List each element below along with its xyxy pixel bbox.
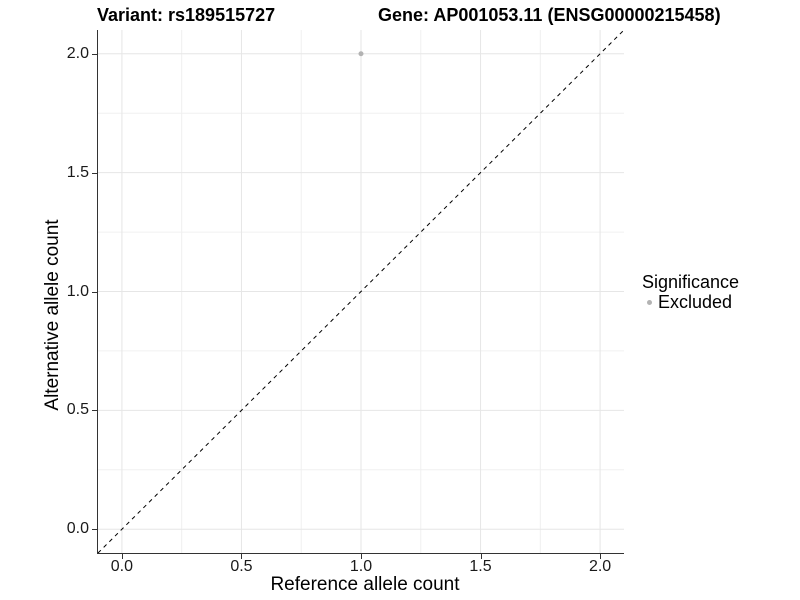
plot-panel bbox=[97, 30, 624, 554]
y-tick-mark bbox=[92, 53, 97, 55]
x-tick-label: 1.5 bbox=[469, 558, 492, 575]
y-tick-label: 2.0 bbox=[66, 44, 89, 62]
legend-entries: Excluded bbox=[642, 292, 797, 312]
y-tick-mark bbox=[92, 529, 97, 531]
x-tick-label: 0.0 bbox=[110, 558, 134, 575]
plot-canvas bbox=[98, 30, 624, 553]
x-tick-label: 0.5 bbox=[230, 558, 253, 575]
data-point bbox=[358, 51, 364, 57]
x-axis-title: Reference allele count bbox=[270, 574, 460, 595]
legend: Significance Excluded bbox=[642, 272, 797, 312]
legend-point-icon bbox=[647, 299, 652, 305]
identity-line bbox=[98, 30, 624, 553]
y-tick-mark bbox=[92, 410, 97, 412]
y-tick-label: 0.5 bbox=[66, 401, 89, 419]
x-tick-mark bbox=[121, 554, 123, 559]
plot-title-variant: Variant: rs189515727 bbox=[97, 5, 276, 25]
y-tick-label: 1.5 bbox=[66, 163, 89, 181]
x-tick-label: 2.0 bbox=[588, 558, 612, 575]
y-tick-mark bbox=[92, 291, 97, 293]
x-tick-mark bbox=[600, 554, 602, 559]
legend-entry-label: Excluded bbox=[658, 291, 733, 312]
plot-title-gene: Gene: AP001053.11 (ENSG00000215458) bbox=[378, 5, 721, 25]
x-tick-mark bbox=[361, 554, 362, 559]
y-axis-title: Alternative allele count bbox=[42, 219, 63, 411]
x-tick-mark bbox=[480, 554, 482, 559]
y-tick-label: 0.0 bbox=[66, 520, 89, 538]
x-tick-mark bbox=[241, 554, 243, 559]
y-tick-label: 1.0 bbox=[66, 282, 89, 300]
y-tick-mark bbox=[92, 172, 97, 174]
x-tick-label: 1.0 bbox=[349, 558, 373, 575]
legend-title: Significance bbox=[642, 272, 740, 292]
legend-entry: Excluded bbox=[642, 292, 797, 312]
